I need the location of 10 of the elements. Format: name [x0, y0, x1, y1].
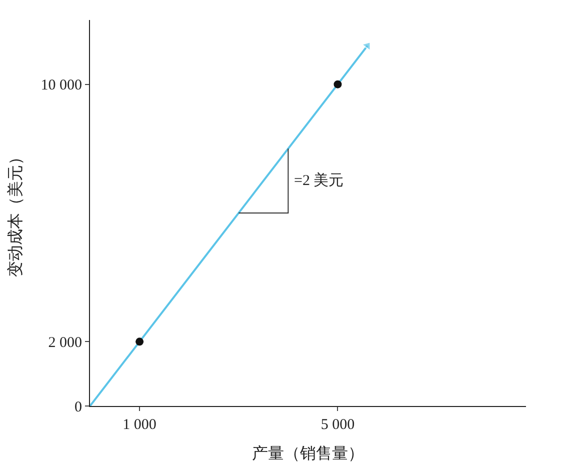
x-tick-label: 1 000 — [122, 417, 156, 433]
x-axis-title: 产量（销售量） — [252, 444, 364, 463]
y-tick-label: 2 000 — [48, 334, 82, 351]
point — [136, 338, 144, 346]
x-tick-label: 5 000 — [320, 417, 355, 433]
y-axis-title: 变动成本（美元） — [6, 149, 25, 277]
point — [334, 80, 342, 88]
y-tick-label: 0 — [74, 399, 82, 416]
y-tick-label: 10 000 — [40, 78, 82, 94]
annotation: =2 美元 — [294, 172, 344, 189]
